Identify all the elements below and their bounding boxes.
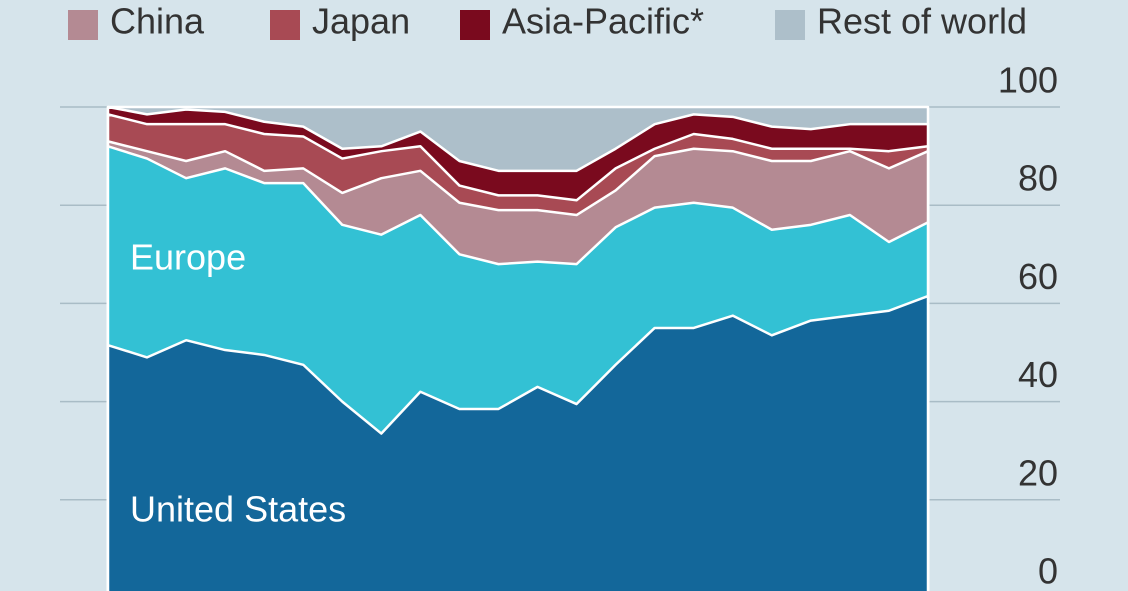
legend-label: Rest of world [817, 1, 1027, 42]
legend-swatch [775, 10, 805, 40]
y-tick-label: 100 [998, 60, 1058, 101]
area-label: Europe [130, 237, 246, 278]
area [106, 294, 930, 591]
y-tick-label: 80 [1018, 158, 1058, 199]
legend-label: China [110, 1, 205, 42]
legend-swatch [68, 10, 98, 40]
legend-label: Japan [312, 1, 410, 42]
y-tick-label: 40 [1018, 354, 1058, 395]
y-tick-label: 0 [1038, 551, 1058, 591]
legend-swatch [270, 10, 300, 40]
y-tick-label: 20 [1018, 452, 1058, 493]
legend-label: Asia-Pacific* [502, 1, 704, 42]
y-tick-label: 60 [1018, 256, 1058, 297]
legend-swatch [460, 10, 490, 40]
area-label: United States [130, 489, 346, 530]
